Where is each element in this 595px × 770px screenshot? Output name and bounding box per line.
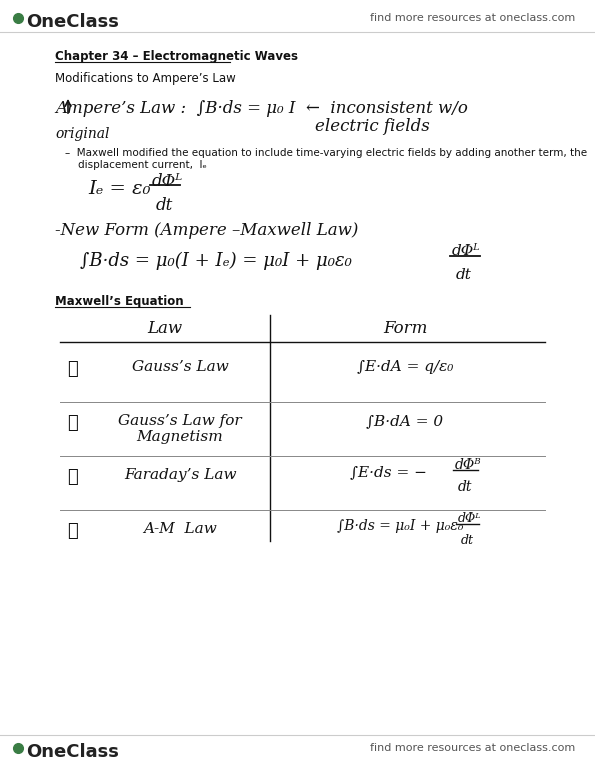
Text: ∫E·dA = q/ε₀: ∫E·dA = q/ε₀: [357, 360, 453, 374]
Text: original: original: [55, 127, 109, 141]
Text: Modifications to Ampere’s Law: Modifications to Ampere’s Law: [55, 72, 236, 85]
Text: dt: dt: [156, 197, 173, 214]
Text: ①: ①: [67, 360, 77, 378]
Text: find more resources at oneclass.com: find more resources at oneclass.com: [370, 743, 575, 753]
Text: -New Form (Ampere –Maxwell Law): -New Form (Ampere –Maxwell Law): [55, 222, 358, 239]
Text: OneClass: OneClass: [26, 13, 119, 31]
Text: ④: ④: [67, 522, 77, 540]
Text: find more resources at oneclass.com: find more resources at oneclass.com: [370, 13, 575, 23]
Text: Chapter 34 – Electromagnetic Waves: Chapter 34 – Electromagnetic Waves: [55, 50, 298, 63]
Text: dΦᴸ: dΦᴸ: [452, 244, 481, 258]
Text: ∫E·ds = −: ∫E·ds = −: [350, 465, 427, 479]
Text: dΦᴸ: dΦᴸ: [458, 512, 481, 525]
Text: Law: Law: [148, 320, 183, 337]
Text: Form: Form: [383, 320, 427, 337]
Text: dΦᴮ: dΦᴮ: [455, 458, 481, 472]
Text: Faraday’s Law: Faraday’s Law: [124, 468, 236, 482]
Text: ②: ②: [67, 414, 77, 432]
Text: Gauss’s Law: Gauss’s Law: [131, 360, 228, 374]
Text: dt: dt: [461, 534, 474, 547]
Text: ∫B·ds = μ₀I + μ₀ε₀: ∫B·ds = μ₀I + μ₀ε₀: [337, 519, 464, 533]
Text: electric fields: electric fields: [315, 118, 430, 135]
Text: displacement current,  Iₑ: displacement current, Iₑ: [78, 160, 207, 170]
Text: A-M  Law: A-M Law: [143, 522, 217, 536]
Text: Ampere’s Law :  ∫B·ds = μ₀ I  ←  inconsistent w/o: Ampere’s Law : ∫B·ds = μ₀ I ← inconsiste…: [55, 100, 468, 117]
Text: ③: ③: [67, 468, 77, 486]
Text: Maxwell’s Equation: Maxwell’s Equation: [55, 295, 184, 308]
Text: –  Maxwell modified the equation to include time-varying electric fields by addi: – Maxwell modified the equation to inclu…: [65, 148, 587, 158]
Text: Gauss’s Law for
Magnetism: Gauss’s Law for Magnetism: [118, 414, 242, 444]
Text: ∫B·dA = 0: ∫B·dA = 0: [367, 414, 443, 428]
Text: dt: dt: [456, 268, 472, 282]
Text: ∫B·ds = μ₀(I + Iₑ) = μ₀I + μ₀ε₀: ∫B·ds = μ₀(I + Iₑ) = μ₀I + μ₀ε₀: [80, 252, 352, 270]
Text: Iₑ = ε₀: Iₑ = ε₀: [88, 180, 151, 198]
Text: dΦᴸ: dΦᴸ: [152, 173, 183, 190]
Text: OneClass: OneClass: [26, 743, 119, 761]
Text: dt: dt: [458, 480, 472, 494]
